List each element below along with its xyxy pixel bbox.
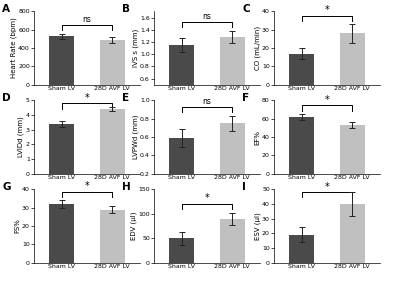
Text: I: I (242, 182, 246, 192)
Bar (220, 123, 245, 192)
Bar (49, 204, 74, 263)
Text: *: * (85, 181, 89, 191)
Y-axis label: LVIDd (mm): LVIDd (mm) (18, 117, 24, 157)
Text: F: F (242, 93, 249, 103)
Bar (289, 235, 314, 263)
Text: *: * (325, 95, 329, 105)
Text: E: E (122, 93, 129, 103)
Text: *: * (85, 93, 89, 103)
Y-axis label: LVPWd (mm): LVPWd (mm) (132, 115, 138, 159)
Text: C: C (242, 4, 250, 14)
Y-axis label: EF%: EF% (254, 129, 260, 145)
Bar (49, 124, 74, 174)
Text: D: D (2, 93, 11, 103)
Text: ns: ns (202, 98, 212, 106)
Y-axis label: EDV (μl): EDV (μl) (130, 212, 137, 240)
Bar (169, 45, 194, 115)
Y-axis label: Heart Rate (bpm): Heart Rate (bpm) (10, 18, 17, 78)
Text: H: H (122, 182, 131, 192)
Text: B: B (122, 4, 130, 14)
Text: ns: ns (82, 15, 92, 24)
Bar (289, 117, 314, 174)
Y-axis label: CO (mL/min): CO (mL/min) (254, 26, 260, 70)
Bar (340, 34, 365, 85)
Text: A: A (2, 4, 10, 14)
Text: *: * (325, 5, 329, 15)
Bar (340, 204, 365, 263)
Bar (169, 138, 194, 192)
Y-axis label: IVS s (mm): IVS s (mm) (132, 29, 138, 67)
Bar (340, 125, 365, 174)
Bar (289, 54, 314, 85)
Text: ns: ns (202, 12, 212, 22)
Text: G: G (2, 182, 11, 192)
Bar (169, 238, 194, 263)
Y-axis label: FS%: FS% (14, 219, 20, 233)
Bar (49, 36, 74, 85)
Bar (220, 37, 245, 115)
Bar (100, 40, 125, 85)
Bar (100, 210, 125, 263)
Text: *: * (325, 182, 329, 192)
Bar (100, 109, 125, 174)
Text: *: * (205, 193, 209, 203)
Bar (220, 219, 245, 263)
Y-axis label: ESV (μl): ESV (μl) (254, 212, 260, 240)
